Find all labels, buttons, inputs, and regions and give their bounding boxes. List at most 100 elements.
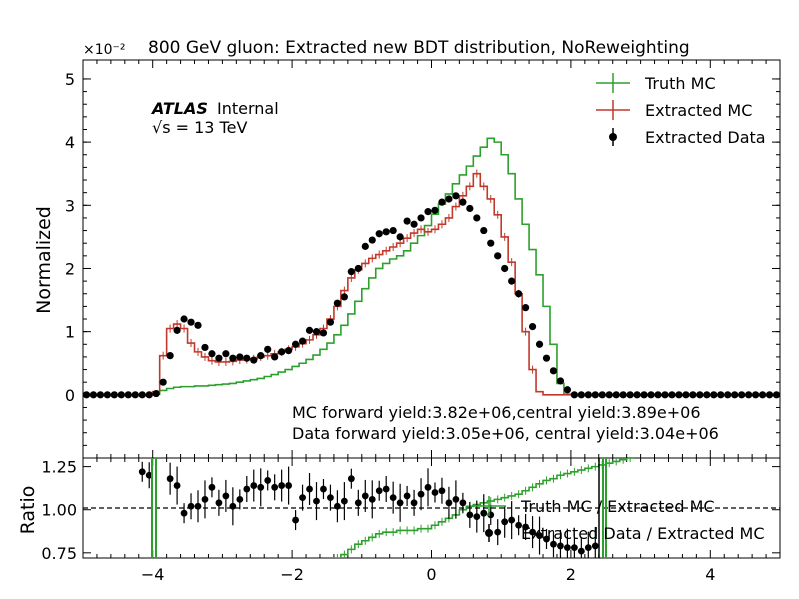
data-point [305,326,314,334]
legend-entry-truth-mc: Truth MC [596,73,716,93]
top-y-tick-label: 2 [65,259,75,278]
data-point [675,391,683,399]
data-point [452,192,460,200]
data-point [278,348,286,356]
data-point [473,214,481,222]
data-point [480,226,488,235]
data-point [382,228,390,236]
data-point [229,354,237,362]
mc-yield-text: MC forward yield:3.82e+06,central yield:… [292,403,701,422]
data-point [138,391,146,399]
data-point [243,354,251,362]
data-point [633,391,641,399]
data-ratio-point [459,499,467,507]
legend-label-truth-ratio: Truth MC / Extracted MC [520,497,715,516]
data-point [591,391,599,399]
data-ratio-point [522,523,529,531]
data-ratio-point [473,513,481,521]
data-point [772,391,781,399]
data-ratio-point [550,540,557,548]
data-point [605,391,613,399]
data-point [152,389,160,398]
data-point [110,391,118,399]
data-point [166,352,174,360]
data-point [222,350,230,358]
data-point [285,347,293,355]
data-point [717,391,725,399]
data-ratio-point [584,544,592,552]
ratio-y-axis-label: Ratio [17,486,39,535]
data-ratio-point [292,516,299,524]
data-point [758,391,767,399]
data-ratio-point [570,544,578,552]
data-point [159,378,167,386]
data-point [319,329,328,337]
top-legend: Truth MC Extracted MC Extracted Data [596,73,766,147]
data-ratio-point [327,494,334,502]
data-point [577,391,585,399]
data-point [521,304,530,312]
data-point [257,352,265,360]
data-ratio-point [306,485,313,493]
energy-label: √s = 13 TeV [152,118,247,137]
data-point [738,391,746,399]
data-point [724,391,732,399]
data-point [668,391,676,399]
data-ratio-point [264,477,272,484]
data-ratio-point [389,494,397,502]
data-point [598,391,606,399]
data-ratio-point [347,475,355,483]
legend-entry-truth-ratio: Truth MC / Extracted MC [472,496,715,516]
data-point [264,345,272,353]
data-point [570,391,578,399]
data-point [682,391,690,399]
data-point [528,322,537,331]
data-ratio-point [564,544,571,552]
data-point [403,217,411,225]
data-ratio-point [438,487,446,495]
bottom-y-tick-label: 1.25 [41,458,77,477]
data-ratio-point [501,518,509,526]
data-ratio-point [236,495,244,503]
data-point [703,391,711,399]
data-ratio-point [320,485,327,493]
data-point [501,264,509,273]
data-point [542,354,551,362]
bottom-y-ticks: 0.75 1.00 1.25 [41,458,780,563]
data-ratio-point [410,499,418,507]
data-point [466,204,474,213]
legend-entry-extracted-data: Extracted Data [609,128,766,147]
data-ratio-point [466,511,474,519]
data-point [647,391,655,399]
data-point [375,230,383,238]
data-point [640,391,648,399]
data-point [131,391,139,399]
y-axis-label: Normalized [33,206,55,314]
data-point [661,391,669,399]
data-point [208,350,216,358]
y-multiplier-label: ×10⁻² [83,42,126,58]
data-point [654,391,662,399]
data-point [326,318,335,326]
ratio-clipped-group [138,458,634,558]
data-point [291,340,300,348]
data-ratio-point [515,521,523,529]
data-point [117,391,125,399]
data-ratio-point [243,485,251,493]
x-tick-label: −4 [141,565,165,584]
data-point [173,326,181,334]
data-point [689,391,697,399]
data-ratio-point [173,482,181,489]
data-point [124,391,132,399]
ratio-panel: Ratio 0.75 1.00 1.25 −4 −2 0 2 4 Truth MC / Ex… [17,457,781,584]
data-point [445,195,453,203]
legend-label-extracted-mc: Extracted MC [645,101,752,120]
data-ratio-point [299,494,306,502]
data-point [424,208,432,216]
data-ratio-point [250,482,258,489]
data-point [494,252,502,260]
data-ratio-point [313,497,320,505]
data-ratio-point [417,490,425,498]
x-tick-label: −2 [280,565,304,584]
data-ratio-point [382,485,390,493]
